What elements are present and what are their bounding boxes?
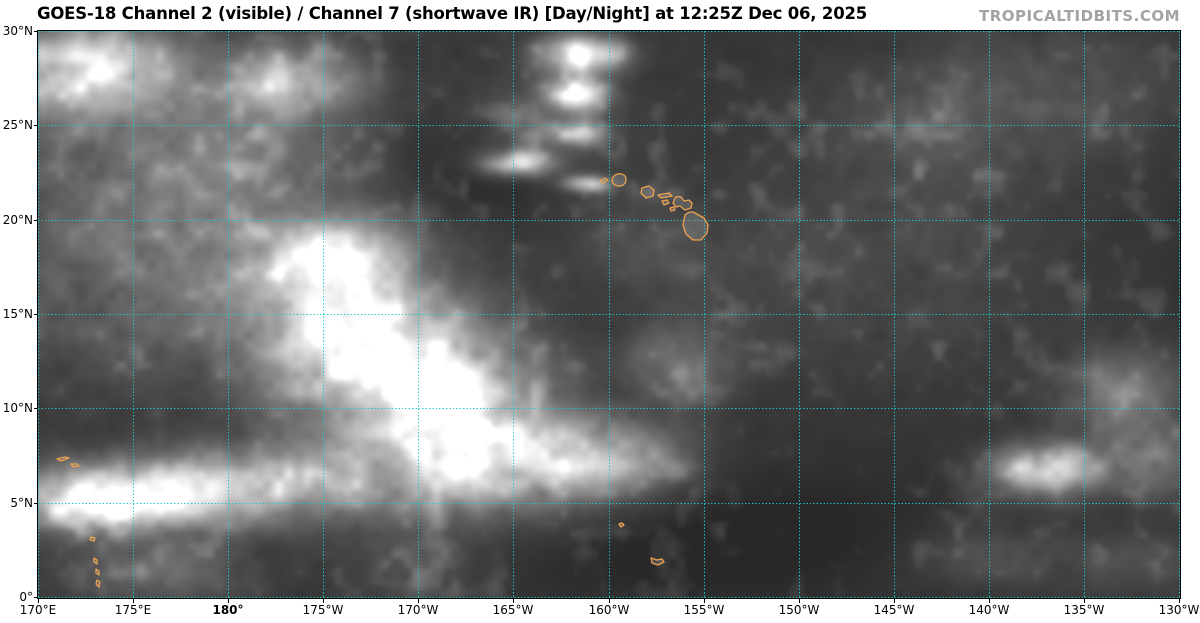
x-tick xyxy=(133,599,134,603)
gridline-parallel xyxy=(38,125,1180,126)
coastline-tabuaeran xyxy=(618,522,625,528)
coastline-lanai xyxy=(661,199,670,206)
coastline-gilbert-atoll-4 xyxy=(95,579,101,588)
coastline-kauai xyxy=(611,173,627,187)
y-tick-label: 30°N xyxy=(2,24,33,38)
x-tick-label: 130°W xyxy=(1158,603,1200,617)
coastline-gilbert-atoll-3 xyxy=(95,568,100,576)
x-tick-label: 165°W xyxy=(492,603,534,617)
x-tick-label: 180° xyxy=(212,603,244,617)
y-tick-label: 20°N xyxy=(2,213,33,227)
y-tick xyxy=(34,597,38,598)
x-tick-label: 160°W xyxy=(588,603,630,617)
x-tick-label: 175°W xyxy=(302,603,344,617)
x-tick-label: 175°E xyxy=(114,603,152,617)
coastline-gilbert-atoll-2 xyxy=(93,557,98,565)
coastline-kahoolawe xyxy=(669,206,676,212)
coastline-oahu xyxy=(640,185,655,199)
x-tick-label: 135°W xyxy=(1063,603,1105,617)
x-tick xyxy=(38,599,39,603)
x-tick xyxy=(799,599,800,603)
y-tick-label: 10°N xyxy=(2,401,33,415)
x-tick-label: 145°W xyxy=(873,603,915,617)
x-tick xyxy=(704,599,705,603)
x-tick xyxy=(609,599,610,603)
coastline-hawaii xyxy=(682,211,709,241)
y-tick xyxy=(34,31,38,32)
x-tick xyxy=(323,599,324,603)
y-tick-label: 0° xyxy=(19,590,33,604)
x-tick xyxy=(894,599,895,603)
gridline-parallel xyxy=(38,314,1180,315)
x-tick xyxy=(228,599,229,603)
grid-overlay xyxy=(38,31,1180,598)
x-tick-label: 140°W xyxy=(968,603,1010,617)
x-tick xyxy=(1084,599,1085,603)
y-tick-label: 15°N xyxy=(2,307,33,321)
coastline-overlay xyxy=(56,173,709,588)
watermark: TROPICALTIDBITS.COM xyxy=(979,7,1180,25)
coastline-marshall-atoll-2 xyxy=(70,463,80,468)
gridline-parallel xyxy=(38,503,1180,504)
y-tick xyxy=(34,314,38,315)
gridline-parallel xyxy=(38,408,1180,409)
x-tick-label: 170°E xyxy=(19,603,57,617)
x-tick xyxy=(513,599,514,603)
y-tick xyxy=(34,408,38,409)
map-plot xyxy=(37,30,1181,599)
gridline-parallel xyxy=(38,220,1180,221)
coastline-molokai xyxy=(657,192,673,199)
coastline-kiritimati xyxy=(650,557,665,566)
y-tick-label: 25°N xyxy=(2,118,33,132)
x-tick xyxy=(1179,599,1180,603)
coastline-niihau xyxy=(599,177,609,184)
y-tick xyxy=(34,125,38,126)
x-tick-label: 155°W xyxy=(683,603,725,617)
y-tick xyxy=(34,503,38,504)
coastline-gilbert-atoll-1 xyxy=(89,536,96,542)
x-tick xyxy=(418,599,419,603)
title-bar: GOES-18 Channel 2 (visible) / Channel 7 … xyxy=(0,0,1200,31)
gridline-parallel xyxy=(38,31,1180,32)
page-title: GOES-18 Channel 2 (visible) / Channel 7 … xyxy=(37,4,868,23)
gridline-parallel xyxy=(38,597,1180,598)
coastline-marshall-atoll-1 xyxy=(56,456,70,462)
x-tick-label: 150°W xyxy=(778,603,820,617)
x-tick-label: 170°W xyxy=(397,603,439,617)
y-tick xyxy=(34,220,38,221)
coastline-maui xyxy=(672,195,693,211)
x-tick xyxy=(989,599,990,603)
y-tick-label: 5°N xyxy=(10,496,33,510)
